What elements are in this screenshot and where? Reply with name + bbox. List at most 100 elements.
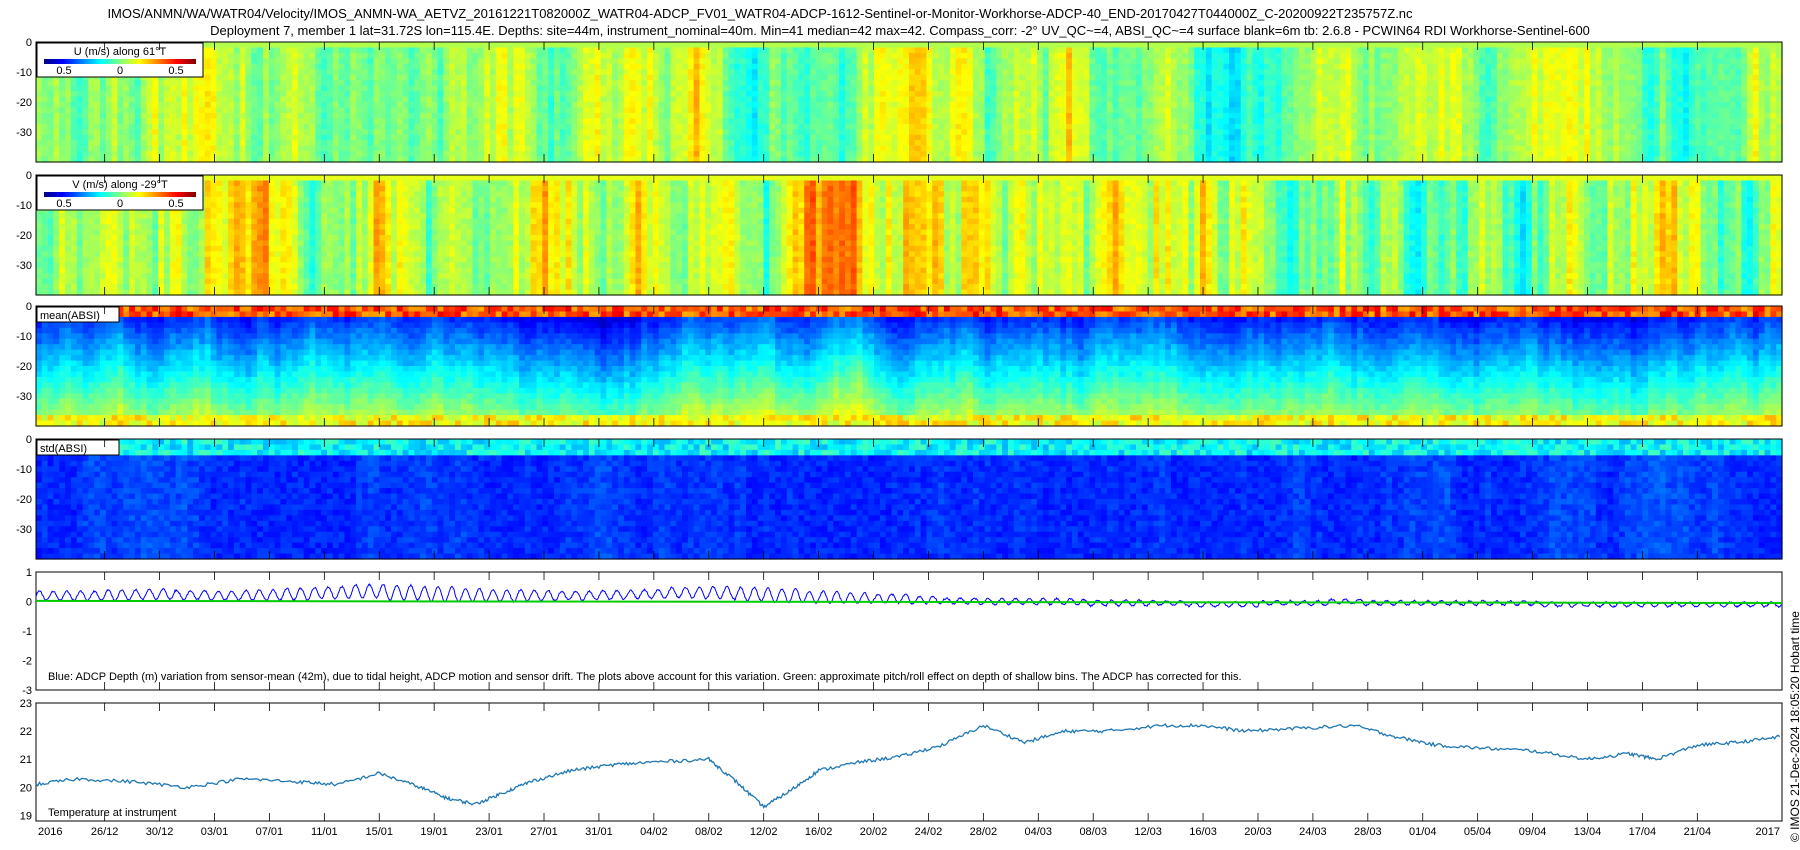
heatmap-cell xyxy=(1013,91,1021,98)
heatmap-cell xyxy=(140,118,148,125)
heatmap-cell xyxy=(175,112,183,119)
heatmap-cell xyxy=(1200,140,1207,147)
heatmap-cell xyxy=(1281,47,1288,54)
heatmap-cell xyxy=(1037,58,1044,65)
heatmap-cell xyxy=(257,52,264,59)
heatmap-cell xyxy=(1298,47,1306,54)
heatmap-cell xyxy=(507,47,514,54)
heatmap-cell xyxy=(594,69,602,76)
heatmap-cell xyxy=(728,91,735,98)
heatmap-cell xyxy=(193,134,200,141)
heatmap-cell xyxy=(623,145,631,152)
heatmap-cell xyxy=(437,96,444,103)
heatmap-cell xyxy=(1310,134,1317,141)
heatmap-cell xyxy=(844,69,852,76)
heatmap-cell xyxy=(437,107,444,114)
heatmap-cell xyxy=(827,156,834,163)
heatmap-cell xyxy=(1019,85,1026,92)
heatmap-cell xyxy=(623,52,631,59)
heatmap-cell xyxy=(815,69,823,76)
heatmap-cell xyxy=(100,151,107,158)
heatmap-cell xyxy=(245,134,252,141)
heatmap-cell xyxy=(152,151,159,158)
heatmap-cell xyxy=(292,134,299,141)
heatmap-cell xyxy=(309,151,316,158)
heatmap-cell xyxy=(1159,52,1166,59)
heatmap-cell xyxy=(1264,58,1271,65)
heatmap-cell xyxy=(1042,47,1050,54)
heatmap-cell xyxy=(1054,151,1061,158)
heatmap-cell xyxy=(943,63,951,70)
heatmap-cell xyxy=(664,74,671,81)
heatmap-cell xyxy=(1101,80,1108,87)
heatmap-cell xyxy=(973,118,980,125)
heatmap-cell xyxy=(897,112,904,119)
heatmap-cell xyxy=(70,156,78,163)
heatmap-cell xyxy=(530,151,538,158)
heatmap-cell xyxy=(489,112,497,119)
heatmap-cell xyxy=(222,58,229,65)
heatmap-cell xyxy=(757,80,765,87)
heatmap-cell xyxy=(489,140,497,147)
heatmap-cell xyxy=(1031,156,1038,163)
heatmap-cell xyxy=(408,47,415,54)
heatmap-cell xyxy=(1002,102,1009,109)
heatmap-cell xyxy=(460,107,468,114)
heatmap-cell xyxy=(647,112,654,119)
heatmap-cell xyxy=(350,129,357,136)
heatmap-cell xyxy=(769,85,776,92)
heatmap-cell xyxy=(1124,58,1131,65)
heatmap-cell xyxy=(542,47,549,54)
heatmap-cell xyxy=(134,85,142,92)
heatmap-cell xyxy=(536,107,543,114)
heatmap-cell xyxy=(1048,123,1056,130)
heatmap-cell xyxy=(507,107,514,114)
heatmap-cell xyxy=(292,112,299,119)
heatmap-cell xyxy=(356,80,363,87)
heatmap-cell xyxy=(833,118,840,125)
heatmap-cell xyxy=(949,151,957,158)
heatmap-cell xyxy=(792,58,800,65)
heatmap-cell xyxy=(1275,145,1283,152)
heatmap-cell xyxy=(1147,151,1155,158)
heatmap-cell xyxy=(804,85,811,92)
heatmap-cell xyxy=(716,52,724,59)
heatmap-cell xyxy=(449,91,456,98)
heatmap-cell xyxy=(297,145,305,152)
heatmap-cell xyxy=(478,134,485,141)
heatmap-cell xyxy=(303,134,311,141)
heatmap-cell xyxy=(1281,118,1288,125)
heatmap-cell xyxy=(949,63,957,70)
heatmap-cell xyxy=(1037,96,1044,103)
heatmap-cell xyxy=(827,47,834,54)
heatmap-cell xyxy=(588,85,596,92)
heatmap-cell xyxy=(146,151,153,158)
heatmap-cell xyxy=(1246,145,1253,152)
heatmap-cell xyxy=(903,107,910,114)
heatmap-cell xyxy=(1298,151,1306,158)
heatmap-cell xyxy=(1013,52,1021,59)
heatmap-cell xyxy=(1252,129,1259,136)
heatmap-cell xyxy=(1188,151,1195,158)
heatmap-cell xyxy=(100,134,107,141)
heatmap-cell xyxy=(286,96,293,103)
heatmap-cell xyxy=(1200,145,1207,152)
heatmap-cell xyxy=(158,156,165,163)
heatmap-cell xyxy=(437,129,444,136)
heatmap-cell xyxy=(955,156,962,163)
heatmap-cell xyxy=(804,47,811,54)
heatmap-cell xyxy=(88,156,95,163)
heatmap-cell xyxy=(932,42,939,49)
heatmap-cell xyxy=(1316,123,1323,130)
heatmap-cell xyxy=(798,107,805,114)
heatmap-cell xyxy=(1269,123,1277,130)
heatmap-cell xyxy=(763,156,770,163)
heatmap-cell xyxy=(385,129,392,136)
heatmap-cell xyxy=(1007,85,1015,92)
heatmap-cell xyxy=(332,107,340,114)
heatmap-cell xyxy=(711,134,718,141)
heatmap-cell xyxy=(658,129,666,136)
heatmap-cell xyxy=(780,123,788,130)
heatmap-cell xyxy=(1293,63,1300,70)
heatmap-cell xyxy=(978,91,986,98)
